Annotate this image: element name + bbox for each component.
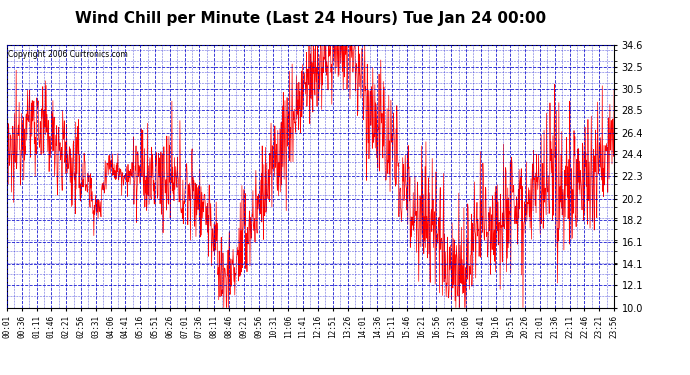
Text: Copyright 2006 Curtronics.com: Copyright 2006 Curtronics.com bbox=[8, 50, 128, 59]
Text: Wind Chill per Minute (Last 24 Hours) Tue Jan 24 00:00: Wind Chill per Minute (Last 24 Hours) Tu… bbox=[75, 11, 546, 26]
